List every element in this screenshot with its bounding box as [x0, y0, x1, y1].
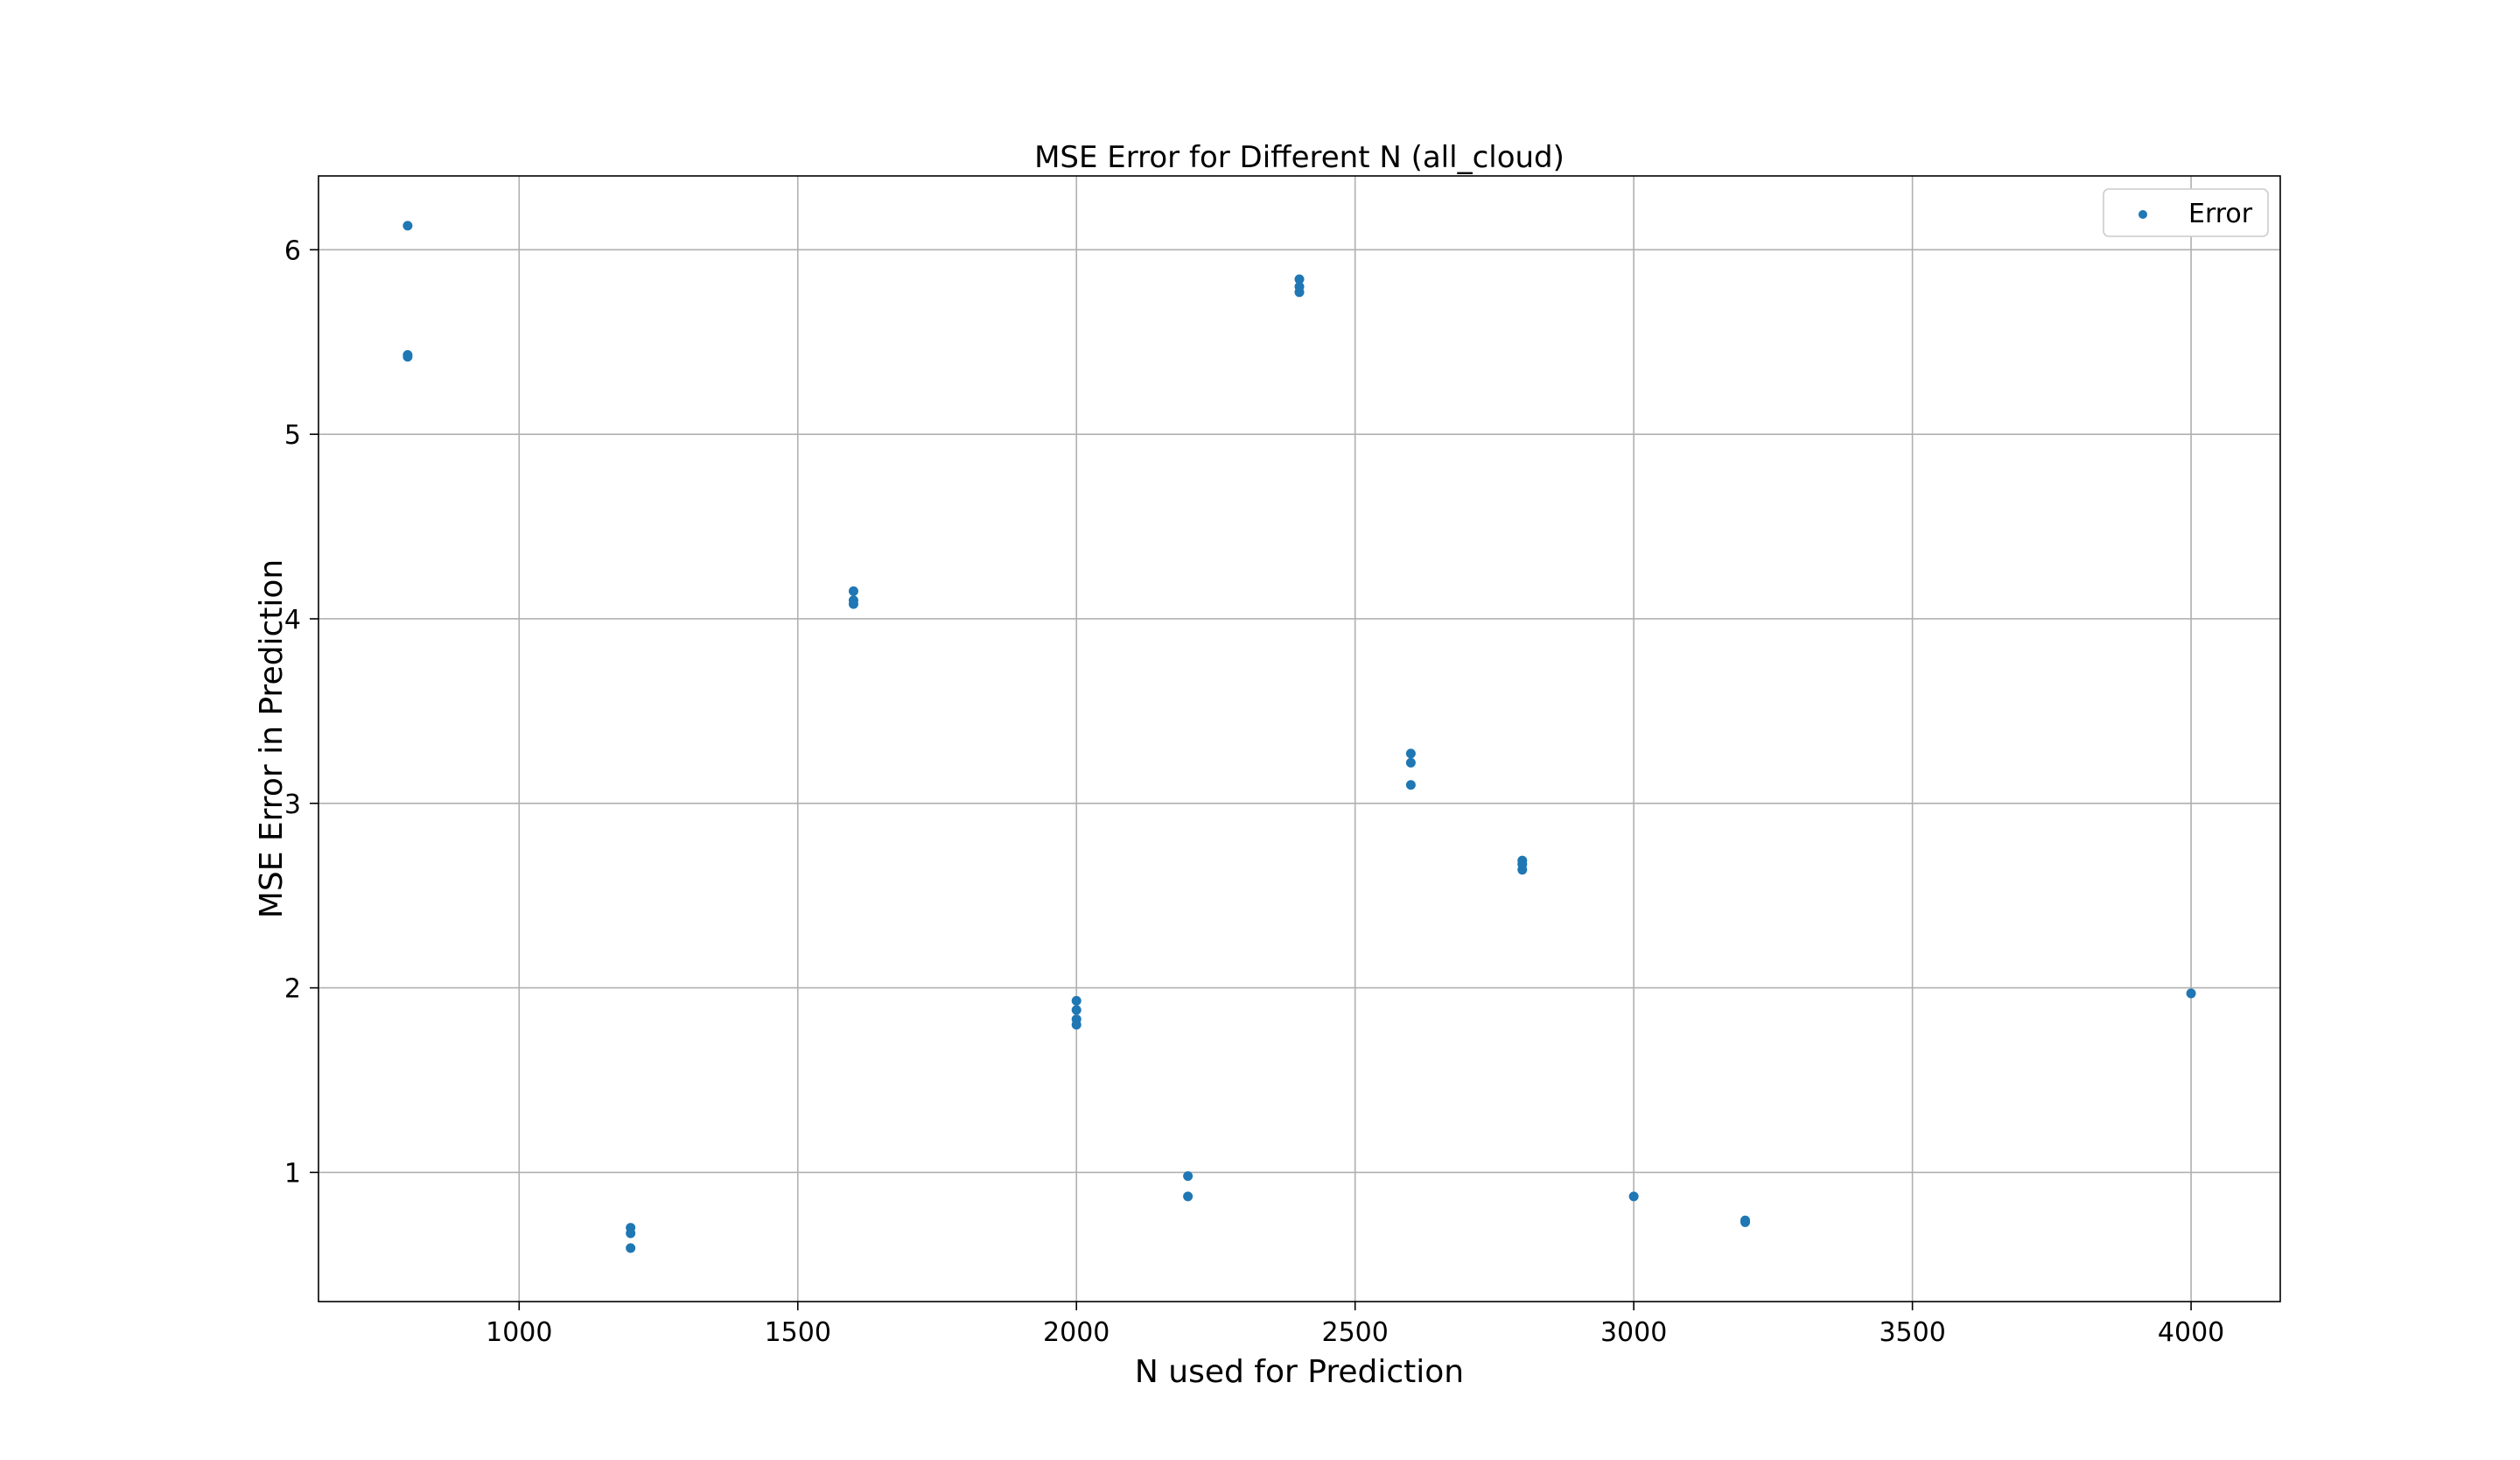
- data-point: [1740, 1217, 1751, 1227]
- x-tick-label: 1500: [765, 1317, 831, 1348]
- data-point: [848, 599, 858, 609]
- y-tick-label: 4: [284, 605, 301, 635]
- data-point: [626, 1243, 636, 1253]
- x-tick-label: 1000: [486, 1317, 552, 1348]
- legend-marker: [2138, 210, 2147, 219]
- data-point: [1183, 1171, 1194, 1182]
- axis-ticks: 1000 1500 2000 2500 3000 3500 4000 1 2 3 4 5 6: [284, 235, 2224, 1348]
- y-tick-label: 3: [284, 790, 301, 820]
- data-point: [402, 221, 413, 231]
- legend-label-error: Error: [2188, 199, 2253, 229]
- x-tick-label: 3500: [1879, 1317, 1945, 1348]
- x-tick-label: 2000: [1043, 1317, 1110, 1348]
- data-point: [1071, 1005, 1082, 1015]
- x-tick-label: 4000: [2158, 1317, 2224, 1348]
- data-point: [1405, 748, 1416, 759]
- data-point: [848, 586, 858, 596]
- data-point: [626, 1228, 636, 1239]
- data-point: [2186, 988, 2196, 999]
- y-tick-label: 2: [284, 974, 301, 1005]
- x-tick-label: 2500: [1322, 1317, 1389, 1348]
- data-point: [1628, 1191, 1639, 1202]
- legend: Error: [2103, 188, 2269, 237]
- data-point: [1071, 995, 1082, 1006]
- x-axis-label: N used for Prediction: [1135, 1354, 1464, 1390]
- data-point: [1405, 757, 1416, 768]
- data-point: [1294, 274, 1305, 284]
- data-points: [402, 221, 2196, 1253]
- y-tick-label: 5: [284, 420, 301, 451]
- data-point: [1517, 865, 1528, 875]
- y-tick-label: 6: [284, 235, 301, 266]
- y-axis-label: MSE Error in Prediction: [254, 559, 290, 918]
- data-point: [1405, 780, 1416, 790]
- data-point: [1071, 1020, 1082, 1030]
- chart-title: MSE Error for Different N (all_cloud): [1034, 140, 1564, 175]
- legend-box: [2103, 188, 2269, 237]
- plot-frame: [318, 175, 2281, 1302]
- y-tick-label: 1: [284, 1158, 301, 1189]
- data-point: [1294, 287, 1305, 298]
- grid: [318, 176, 2280, 1302]
- data-point: [402, 352, 413, 362]
- x-tick-label: 3000: [1600, 1317, 1667, 1348]
- data-point: [1183, 1191, 1194, 1202]
